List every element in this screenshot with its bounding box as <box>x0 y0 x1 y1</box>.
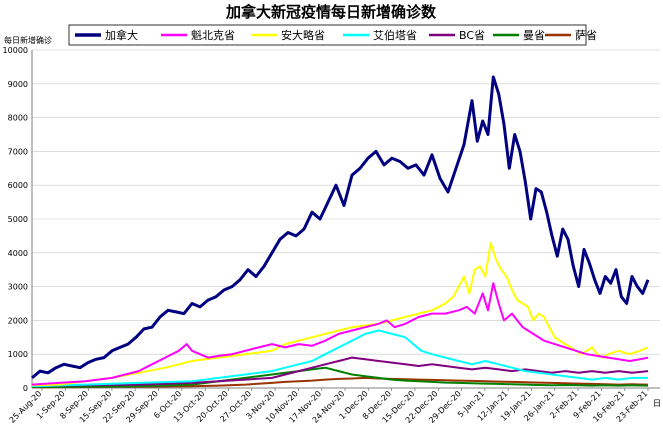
axes <box>31 50 660 389</box>
legend-label: 加拿大 <box>105 28 138 42</box>
y-tick-label: 2000 <box>8 316 28 325</box>
series-line <box>31 282 649 386</box>
legend-label: 安大略省 <box>281 28 325 42</box>
series-line <box>31 241 649 387</box>
y-tick-label: 6000 <box>8 181 28 190</box>
y-tick-label: 3000 <box>8 283 28 292</box>
y-tick-label: 0 <box>23 384 28 393</box>
y-tick-label: 5000 <box>8 215 28 224</box>
chart-title: 加拿大新冠疫情每日新增确诊数 <box>225 3 437 21</box>
y-tick-label: 4000 <box>8 249 28 258</box>
legend-label: BC省 <box>459 29 485 42</box>
legend-label: 萨省 <box>575 29 597 42</box>
y-tick-label: 9000 <box>8 80 28 89</box>
y-axis-label: 每日新增确诊 <box>4 35 52 45</box>
series-line <box>31 356 649 388</box>
legend-label: 魁北克省 <box>191 28 235 42</box>
y-tick-labels: 0 1000 2000 3000 4000 5000 6000 7000 8000 9000 100… <box>3 46 28 393</box>
gridlines <box>32 49 660 355</box>
series-line <box>31 366 649 388</box>
x-tick-label: 25-Aug-20 <box>8 389 44 425</box>
series-line <box>31 376 649 389</box>
legend: 加拿大 魁北克省 安大略省 艾伯塔省 BC省 曼省 萨省 <box>68 24 597 46</box>
series-lines <box>31 75 650 389</box>
y-tick-label: 8000 <box>8 114 28 123</box>
y-tick-label: 1000 <box>8 350 28 359</box>
legend-label: 艾伯塔省 <box>373 28 417 42</box>
y-tick-label: 10000 <box>3 46 28 55</box>
series-line <box>31 329 648 388</box>
series-line <box>31 75 650 380</box>
x-tick-labels: 25-Aug-201-Sep-208-Sep-2015-Sep-2022-Sep… <box>8 388 649 425</box>
y-tick-label: 7000 <box>8 147 28 156</box>
legend-label: 曼省 <box>523 29 545 42</box>
x-axis-corner-label: 日 <box>653 399 661 408</box>
legend-box <box>68 24 587 46</box>
